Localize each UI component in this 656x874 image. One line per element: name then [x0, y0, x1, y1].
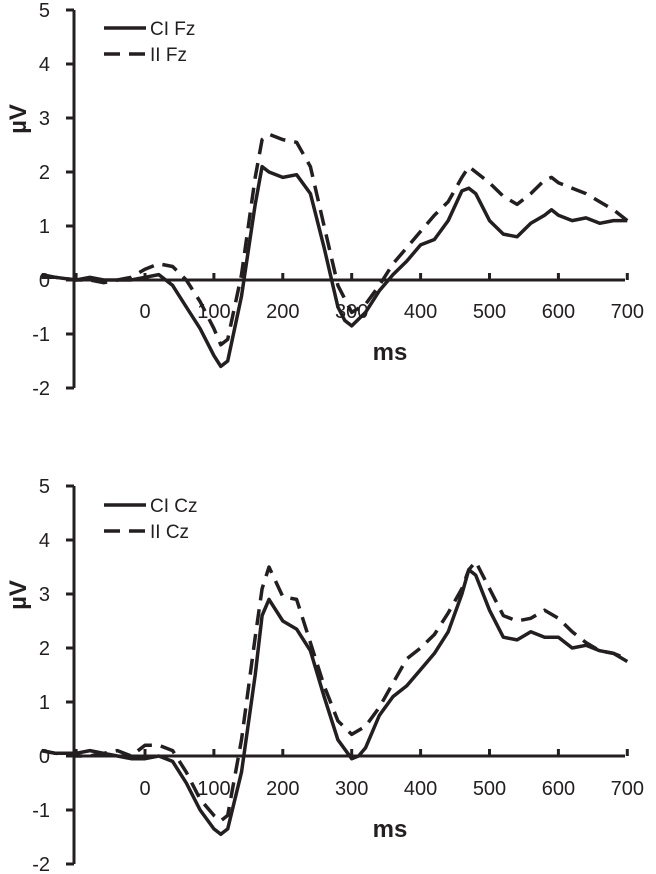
y-axis-title: µV: [5, 104, 32, 134]
y-tick-label: -2: [32, 854, 50, 874]
x-tick-label: 100: [197, 301, 230, 323]
y-tick-label: 4: [39, 530, 50, 552]
x-tick-label: 300: [335, 778, 368, 800]
x-tick-label: 500: [473, 301, 506, 323]
y-tick-label: 0: [39, 746, 50, 768]
y-tick-label: -1: [32, 324, 50, 346]
x-tick-label: 100: [197, 778, 230, 800]
series-line-ci-cz: [41, 567, 629, 837]
x-tick-label: 600: [542, 778, 575, 800]
y-axis-title: µV: [5, 580, 32, 610]
x-tick-label: 200: [266, 301, 299, 323]
x-axis-title: ms: [373, 816, 408, 843]
series-line-ci-fz: [41, 164, 628, 369]
x-tick-label: 700: [611, 778, 644, 800]
x-tick-label: 200: [266, 778, 299, 800]
y-tick-label: 1: [39, 216, 50, 238]
legend-label: CI Fz: [150, 19, 195, 40]
y-tick-label: -1: [32, 800, 50, 822]
series-line-ii-cz: [41, 559, 628, 823]
x-tick-label: 400: [404, 301, 437, 323]
x-tick-label: 0: [139, 301, 150, 323]
y-tick-label: 4: [39, 54, 50, 76]
y-tick-label: -2: [32, 378, 50, 400]
y-tick-label: 5: [39, 0, 50, 22]
legend-label: II Cz: [150, 522, 189, 543]
legend-label: CI Cz: [150, 496, 198, 517]
x-tick-label: 0: [139, 778, 150, 800]
y-tick-label: 3: [39, 108, 50, 130]
y-tick-label: 2: [39, 638, 50, 660]
y-tick-label: 2: [39, 162, 50, 184]
y-tick-label: 5: [39, 476, 50, 498]
y-tick-label: 1: [39, 692, 50, 714]
y-tick-label: 0: [39, 270, 50, 292]
x-tick-label: 600: [542, 301, 575, 323]
legend-label: II Fz: [150, 45, 187, 66]
cz-panel: 5 4 3 2 1 0 -1 -2 0 100 200 300 400 500 600 700 ms µV CI C…: [5, 476, 644, 874]
y-tick-label: 3: [39, 584, 50, 606]
series-line-ii-fz: [41, 132, 629, 347]
x-axis-title: ms: [373, 339, 408, 366]
x-tick-label: 700: [611, 301, 644, 323]
x-tick-label: 400: [404, 778, 437, 800]
x-tick-label: 500: [473, 778, 506, 800]
